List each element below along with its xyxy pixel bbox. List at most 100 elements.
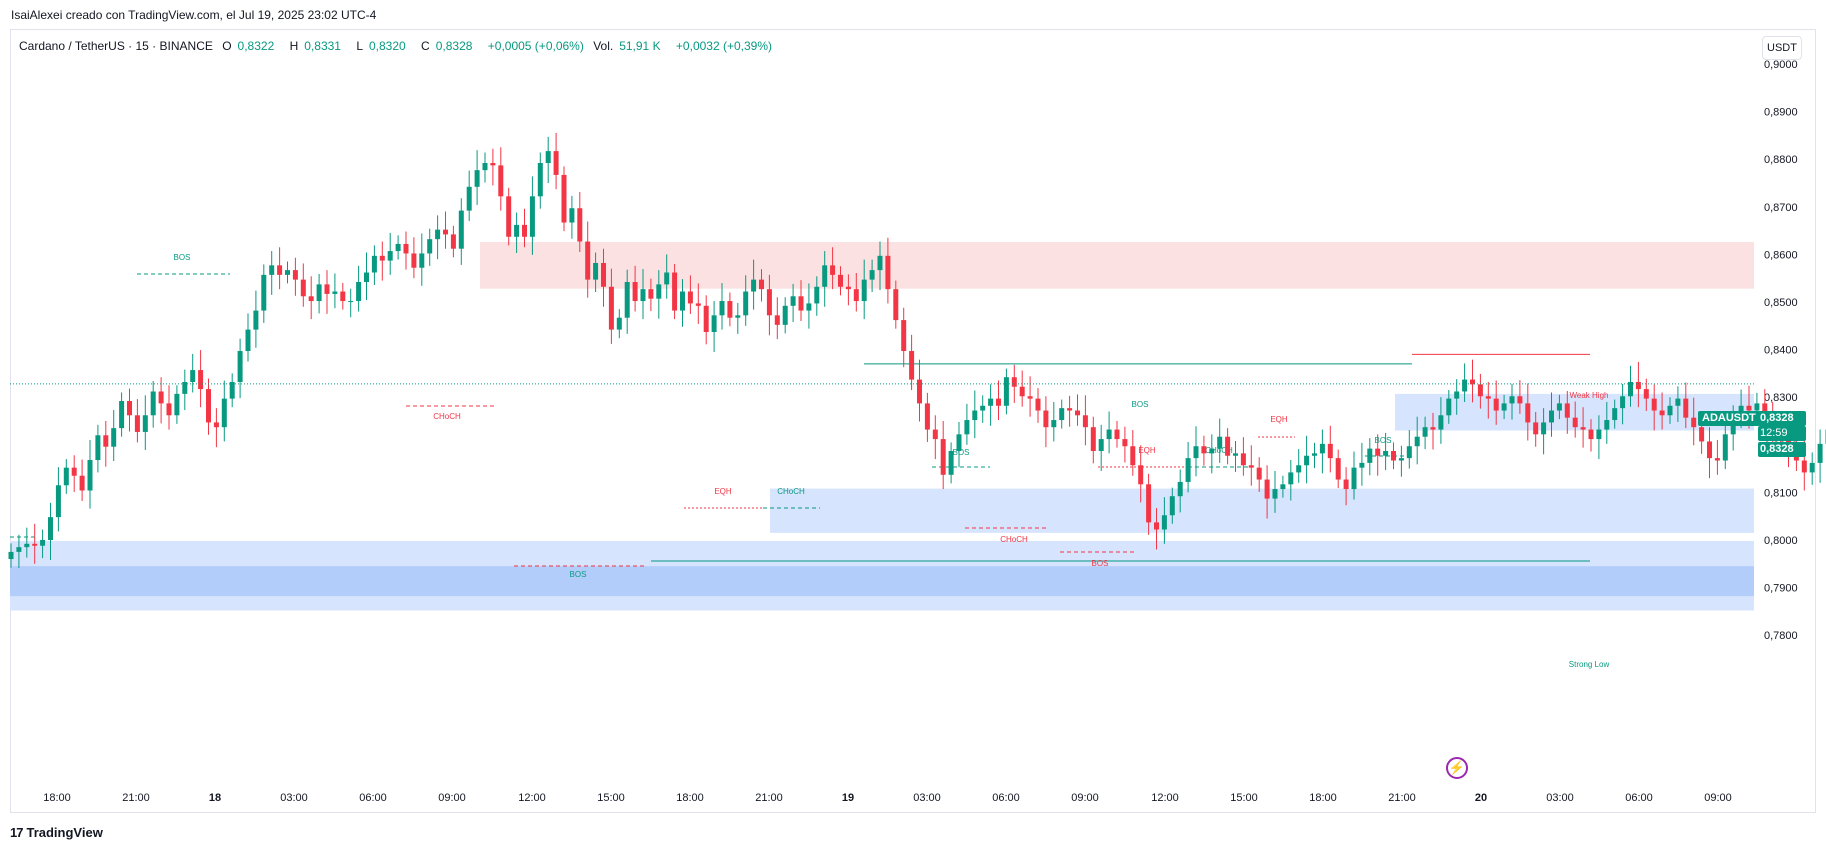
candle-down: [838, 274, 843, 287]
x-tick-label: 19: [842, 792, 854, 804]
y-tick-label: 0,8400: [1764, 345, 1798, 357]
candle-up: [435, 229, 441, 240]
candle-up: [1501, 403, 1507, 411]
candle-down: [506, 196, 512, 237]
candle-down: [1564, 403, 1570, 418]
candle-down: [687, 291, 693, 304]
candle-up: [1406, 446, 1412, 459]
price-change: +0,0005 (+0,06%): [487, 39, 584, 53]
candle-up: [142, 415, 148, 432]
candle-up: [8, 551, 14, 560]
candle-up: [1675, 398, 1681, 406]
candle-up: [285, 270, 290, 275]
candle-up: [964, 420, 970, 435]
candle-up: [1193, 446, 1199, 459]
candle-down: [490, 163, 496, 166]
structure-label: BOS: [1092, 559, 1109, 568]
structure-label: BOS: [953, 448, 970, 457]
structure-label: CHoCH: [433, 412, 461, 421]
candle-down: [893, 289, 899, 321]
countdown-badge: 12:59: [1758, 426, 1806, 441]
candle-up: [1359, 462, 1365, 468]
candle-up: [869, 270, 875, 280]
candle-down: [727, 301, 733, 318]
candle-up: [1106, 429, 1112, 440]
y-tick-label: 0,8500: [1764, 297, 1798, 309]
candle-up: [95, 435, 101, 461]
candle-down: [1146, 484, 1152, 523]
x-tick-label: 20: [1475, 792, 1487, 804]
symbol-title[interactable]: Cardano / TetherUS · 15 · BINANCE: [19, 39, 213, 53]
candle-down: [648, 289, 654, 299]
symbol-badge: ADAUSDT: [1698, 411, 1760, 426]
y-tick-label: 0,8100: [1764, 487, 1798, 499]
candle-up: [1304, 455, 1310, 466]
candle-up: [253, 310, 259, 330]
tradingview-logo[interactable]: 17 TradingView: [10, 825, 103, 840]
zone-demand_strong: [10, 566, 1754, 597]
candle-up: [332, 291, 338, 294]
candle-down: [277, 265, 283, 275]
candle-down: [1485, 396, 1491, 399]
candle-down: [292, 270, 298, 280]
y-tick-label: 0,9000: [1764, 59, 1798, 71]
tradingview-logo-icon: 17: [10, 825, 24, 840]
lightning-icon[interactable]: ⚡: [1446, 757, 1468, 779]
low-label: L: [356, 39, 363, 53]
candle-down: [1525, 403, 1531, 423]
candle-up: [261, 274, 267, 311]
candle-up: [719, 301, 725, 316]
candle-down: [300, 279, 306, 297]
candle-down: [166, 403, 172, 416]
candle-up: [1059, 408, 1065, 421]
candle-up: [269, 265, 275, 275]
candle-up: [1319, 443, 1325, 454]
candle-up: [419, 253, 425, 268]
candle-down: [608, 286, 614, 330]
candle-down: [1588, 429, 1594, 440]
candle-down: [703, 305, 709, 332]
candle-down: [158, 391, 164, 404]
candle-up: [680, 291, 685, 311]
candle-up: [640, 289, 646, 302]
candle-up: [474, 170, 480, 187]
candle-down: [1430, 427, 1436, 430]
chart-caption: IsaiAlexei creado con TradingView.com, e…: [11, 8, 377, 22]
candle-down: [766, 289, 772, 316]
candle-down: [1707, 441, 1712, 459]
candle-up: [229, 381, 235, 399]
candle-up: [63, 467, 69, 486]
x-tick-label: 21:00: [1388, 792, 1416, 804]
currency-button[interactable]: USDT: [1762, 36, 1802, 60]
y-tick-label: 0,8900: [1764, 107, 1798, 119]
candle-down: [1477, 384, 1483, 397]
last-price-badge: 0,8328: [1758, 411, 1806, 426]
structure-label: BOS: [174, 253, 191, 262]
candle-up: [1754, 403, 1760, 411]
candle-down: [1572, 417, 1578, 428]
candle-up: [972, 410, 978, 421]
candle-down: [340, 291, 346, 302]
candle-down: [585, 241, 591, 280]
candle-up: [1596, 429, 1602, 440]
ohlc-legend: Cardano / TetherUS · 15 · BINANCE O 0,832…: [19, 39, 778, 53]
candle-down: [909, 351, 915, 380]
candle-up: [237, 351, 243, 382]
candle-up: [1177, 481, 1183, 497]
candle-down: [1043, 410, 1049, 428]
candle-up: [1383, 450, 1389, 456]
candle-up: [16, 547, 22, 552]
candle-up: [1296, 465, 1302, 473]
candle-down: [1122, 439, 1128, 447]
x-tick-label: 06:00: [359, 792, 387, 804]
candle-up: [1217, 436, 1223, 449]
candle-down: [1075, 410, 1080, 416]
candle-down: [103, 435, 109, 447]
candle-down: [932, 429, 938, 440]
candle-down: [1801, 460, 1807, 473]
candle-up: [316, 284, 322, 302]
candle-down: [1082, 415, 1088, 428]
candle-down: [403, 243, 409, 254]
candle-up: [1628, 381, 1633, 397]
